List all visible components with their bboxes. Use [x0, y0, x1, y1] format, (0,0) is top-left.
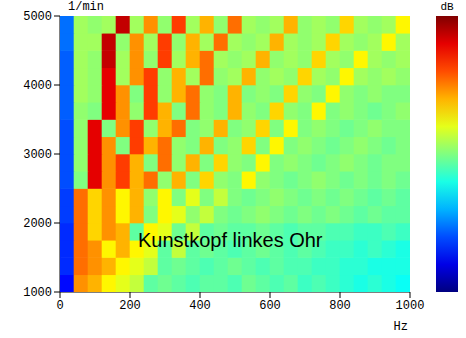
svg-text:3000: 3000 — [23, 148, 52, 162]
svg-text:0: 0 — [56, 299, 63, 313]
svg-text:1000: 1000 — [396, 299, 425, 313]
svg-text:2000: 2000 — [23, 217, 52, 231]
svg-text:5000: 5000 — [23, 10, 52, 24]
svg-text:1000: 1000 — [23, 286, 52, 300]
svg-text:400: 400 — [189, 299, 211, 313]
svg-text:4000: 4000 — [23, 79, 52, 93]
html-text:Kunstkopf linkes Ohr: Kunstkopf linkes Ohr — [138, 229, 323, 251]
svg-text:200: 200 — [119, 299, 141, 313]
svg-text:Hz: Hz — [394, 320, 408, 334]
svg-text:800: 800 — [329, 299, 351, 313]
svg-text:600: 600 — [259, 299, 281, 313]
html-text:1/min: 1/min — [68, 0, 104, 14]
html-text:dB: dB — [440, 1, 454, 13]
